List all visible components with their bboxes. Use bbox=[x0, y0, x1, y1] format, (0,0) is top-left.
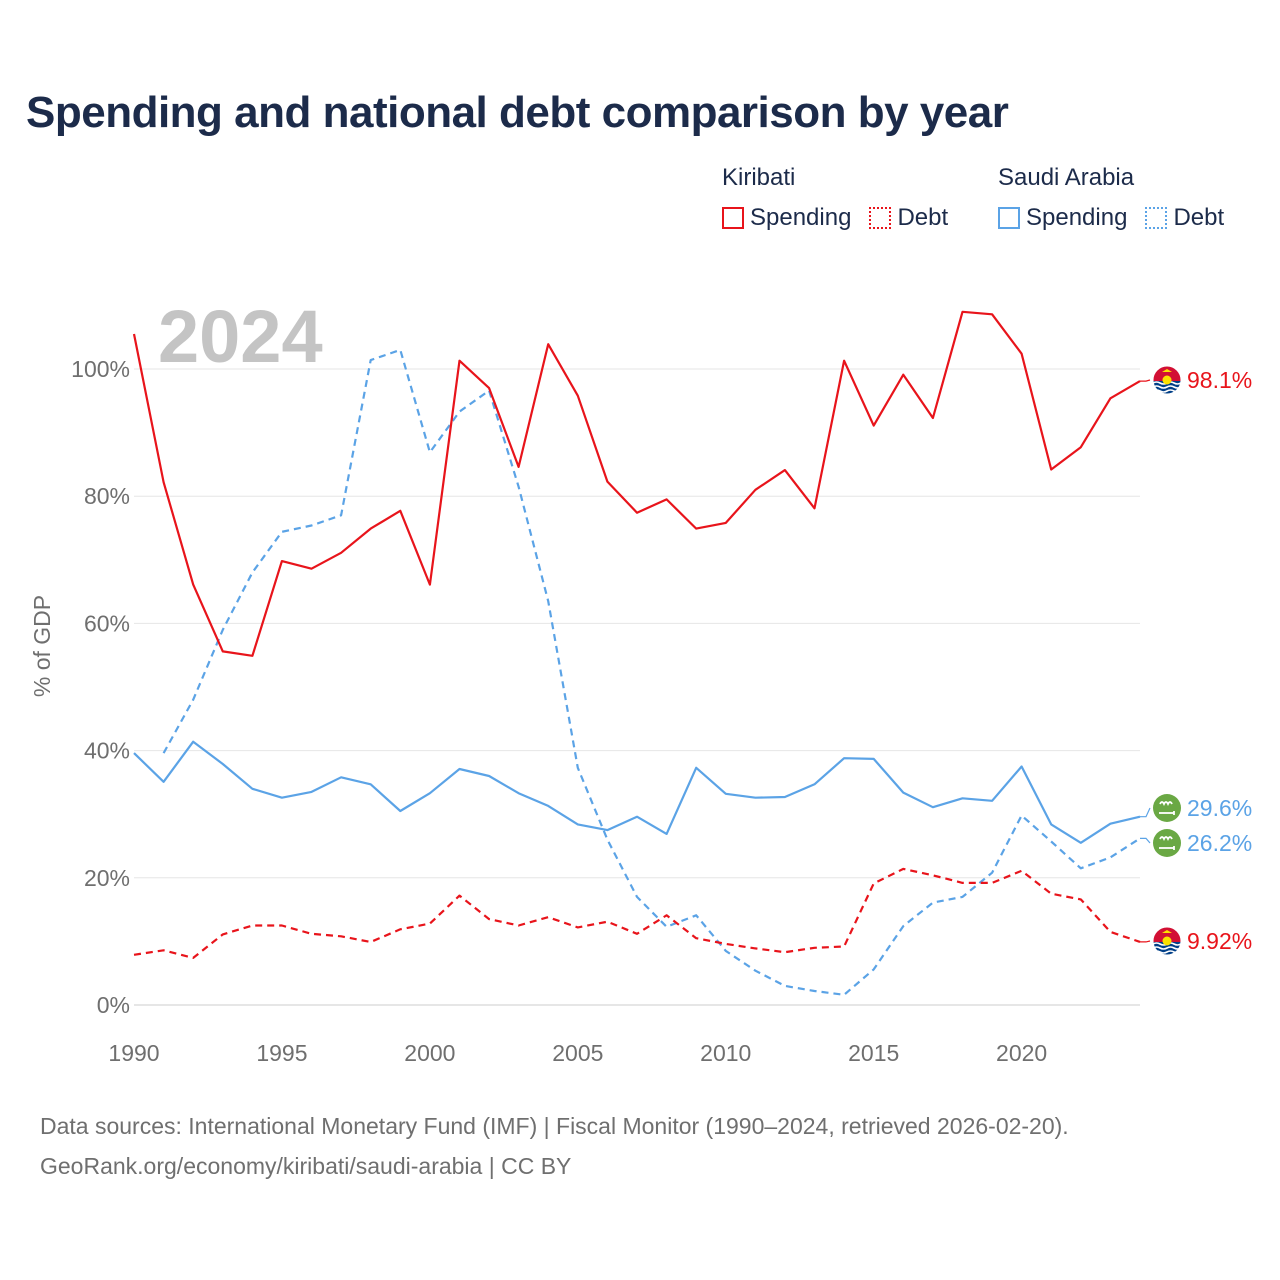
legend-label: Debt bbox=[897, 204, 949, 231]
legend-swatch-solid-blue bbox=[998, 207, 1020, 229]
x-tick-label: 2000 bbox=[404, 1040, 455, 1066]
chart-title: Spending and national debt comparison by… bbox=[26, 88, 1009, 137]
end-label-connector bbox=[1140, 379, 1151, 382]
y-tick-label: 0% bbox=[97, 992, 130, 1018]
y-tick-label: 60% bbox=[84, 610, 130, 636]
kiribati-flag-icon bbox=[1152, 365, 1182, 395]
end-label-connector bbox=[1140, 807, 1151, 818]
x-tick-label: 2010 bbox=[700, 1040, 751, 1066]
legend-swatch-dotted-blue bbox=[1145, 207, 1168, 229]
end-label-connector bbox=[1140, 940, 1151, 943]
gridlines bbox=[134, 368, 1140, 1006]
x-tick-label: 2015 bbox=[848, 1040, 899, 1066]
end-value-label: 98.1% bbox=[1187, 367, 1252, 393]
x-tick-label: 1995 bbox=[256, 1040, 307, 1066]
x-tick-label: 1990 bbox=[108, 1040, 159, 1066]
legend-kiribati: Kiribati Spending Debt bbox=[722, 162, 948, 232]
legend-saudi-arabia: Saudi Arabia Spending Debt bbox=[998, 162, 1224, 232]
legend-label: Debt bbox=[1173, 204, 1225, 231]
saudi-arabia-flag-icon bbox=[1153, 829, 1181, 857]
end-value-label: 9.92% bbox=[1187, 928, 1252, 954]
legend-swatch-solid-red bbox=[722, 207, 744, 229]
legend-country-saudi-arabia: Saudi Arabia bbox=[998, 164, 1135, 191]
y-axis-label: % of GDP bbox=[29, 595, 55, 697]
legend-item-saudi-arabia-spending[interactable]: Spending bbox=[998, 204, 1127, 232]
data-sources: Data sources: International Monetary Fun… bbox=[40, 1113, 1069, 1139]
legend-item-kiribati-spending[interactable]: Spending bbox=[722, 204, 851, 232]
y-tick-label: 40% bbox=[84, 738, 130, 764]
legend-country-kiribati: Kiribati bbox=[722, 164, 796, 191]
x-tick-label: 2005 bbox=[552, 1040, 603, 1066]
footer: Data sources: International Monetary Fun… bbox=[40, 1106, 1069, 1186]
kiribati-flag-icon bbox=[1152, 926, 1182, 956]
x-tick-label: 2020 bbox=[996, 1040, 1047, 1066]
y-tick-label: 80% bbox=[84, 483, 130, 509]
series-line-saudi-arabia-debt[interactable] bbox=[162, 348, 1141, 996]
legend-label: Spending bbox=[1026, 204, 1128, 231]
end-value-label: 29.6% bbox=[1187, 795, 1252, 821]
series-line-saudi-arabia-spending[interactable] bbox=[133, 740, 1141, 844]
year-watermark: 2024 bbox=[158, 295, 323, 378]
legend-item-kiribati-debt[interactable]: Debt bbox=[869, 204, 948, 232]
saudi-arabia-flag-icon bbox=[1153, 794, 1181, 822]
y-ticks: 0% 20% 40% 60% 80% 100% bbox=[71, 356, 130, 1018]
series-lines bbox=[132, 310, 1141, 996]
credit-link[interactable]: GeoRank.org/economy/kiribati/saudi-arabi… bbox=[40, 1153, 572, 1179]
y-tick-label: 20% bbox=[84, 865, 130, 891]
end-labels: 98.1% 9.92% 29.6% 26.2% bbox=[1140, 365, 1252, 956]
series-line-kiribati-spending[interactable] bbox=[132, 310, 1141, 657]
series-line-kiribati-debt[interactable] bbox=[133, 867, 1141, 960]
end-label-connector bbox=[1140, 837, 1151, 844]
legend-swatch-dotted-red bbox=[869, 207, 892, 229]
legend-item-saudi-arabia-debt[interactable]: Debt bbox=[1145, 204, 1224, 232]
y-tick-label: 100% bbox=[71, 356, 130, 382]
legend-label: Spending bbox=[750, 204, 852, 231]
end-value-label: 26.2% bbox=[1187, 830, 1252, 856]
x-ticks: 1990 1995 2000 2005 2010 2015 2020 bbox=[108, 1040, 1047, 1066]
